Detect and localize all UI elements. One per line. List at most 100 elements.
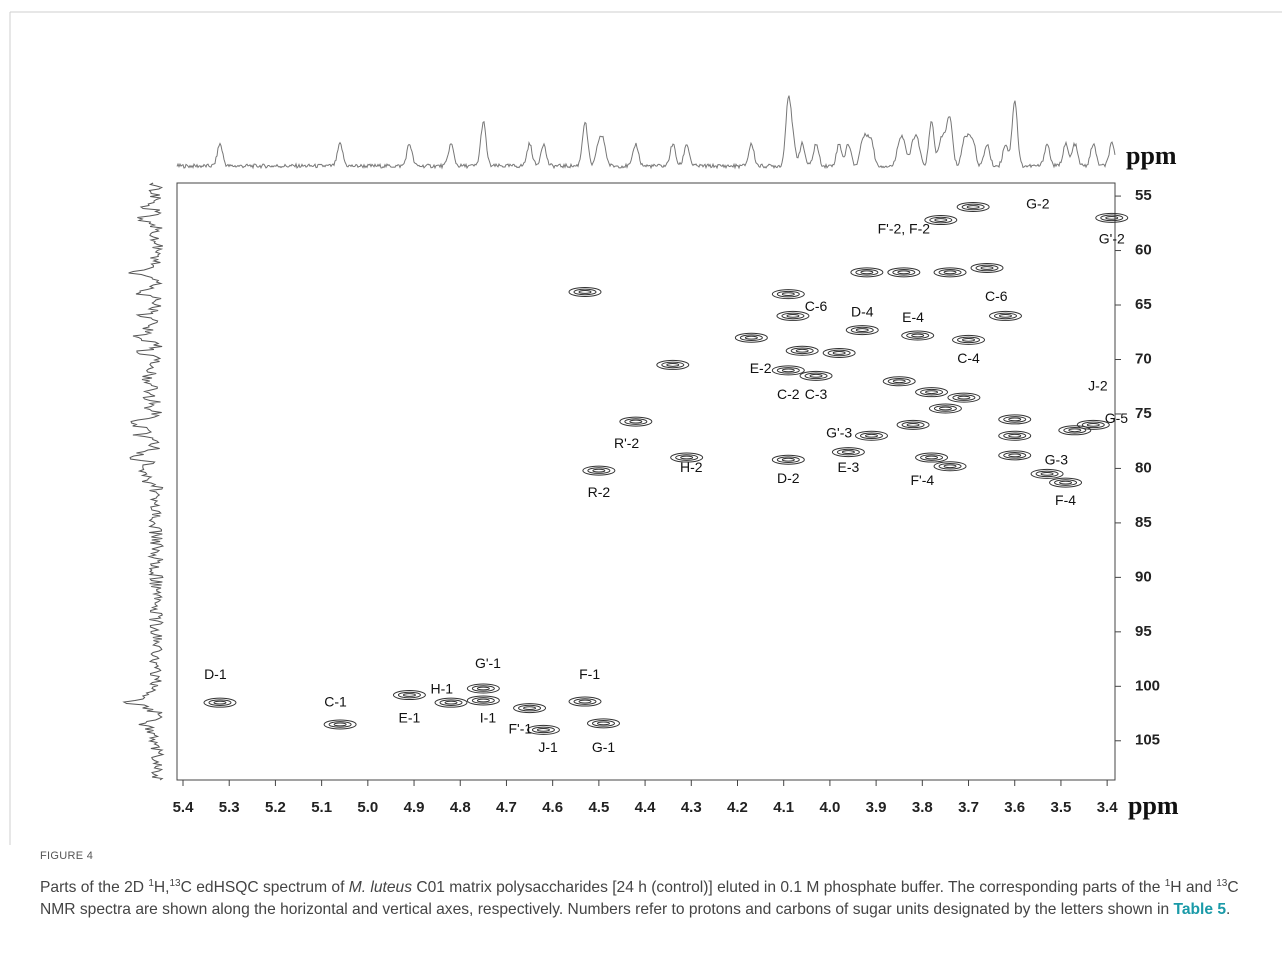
caption-text: H, [154, 879, 170, 896]
y-tick-label: 100 [1135, 677, 1160, 694]
peak-label: C-4 [957, 350, 980, 366]
cross-peak [832, 448, 864, 457]
contour [532, 727, 554, 733]
cross-peak [657, 360, 689, 369]
x-tick-label: 4.7 [496, 799, 517, 816]
contour [537, 728, 549, 731]
cross-peak [897, 420, 929, 429]
cross-peak [971, 263, 1003, 272]
cross-peak [902, 331, 934, 340]
contour [921, 389, 943, 395]
contour [519, 705, 541, 711]
contour [999, 315, 1011, 318]
cross-peak [772, 290, 804, 299]
cross-peak [989, 311, 1021, 320]
peak-label: C-2 [777, 386, 800, 402]
y-axis-label: ppm [1126, 141, 1177, 170]
contour [403, 694, 415, 697]
contour [593, 469, 605, 472]
peak-label: R'-2 [614, 435, 639, 451]
figure-label: FIGURE 4 [40, 850, 93, 862]
y-tick-label: 65 [1135, 296, 1152, 313]
peak-label: F'-2, F-2 [878, 221, 931, 237]
contour [745, 336, 757, 339]
contour [837, 449, 859, 455]
contour [777, 291, 799, 297]
contour [777, 457, 799, 463]
contour [1036, 471, 1058, 477]
cross-peak [393, 691, 425, 700]
cross-peak [953, 335, 985, 344]
contour [588, 468, 610, 474]
contour [597, 722, 609, 725]
y-tick-label: 95 [1135, 623, 1152, 640]
contour [935, 219, 947, 222]
contour [209, 700, 231, 706]
caption-text: H and [1170, 879, 1216, 896]
x-tick-label: 3.4 [1097, 799, 1119, 816]
contour [472, 698, 494, 704]
contour [888, 378, 910, 384]
cross-peak [957, 202, 989, 211]
contour [861, 271, 873, 274]
cross-peak [929, 404, 961, 413]
x-tick-label: 4.8 [450, 799, 471, 816]
contour [1004, 433, 1026, 439]
table-link[interactable]: Table 5 [1173, 901, 1226, 918]
contour [1060, 481, 1072, 484]
contour [902, 422, 924, 428]
contour [963, 338, 975, 341]
cross-peak [1031, 469, 1063, 478]
contour [930, 217, 952, 223]
y-tick-label: 55 [1135, 187, 1152, 204]
y-tick-label: 70 [1135, 350, 1152, 367]
contour [1082, 422, 1104, 428]
caption-text: . [1226, 901, 1230, 918]
x-axis-label: ppm [1128, 791, 1179, 820]
caption-text: C01 matrix polysaccharides [24 h (contro… [412, 879, 1165, 896]
cross-peak [735, 333, 767, 342]
contour [934, 406, 956, 412]
contour [630, 420, 642, 423]
contour [907, 333, 929, 339]
cross-peak [467, 696, 499, 705]
cross-peak [583, 466, 615, 475]
peak-label: F-1 [579, 666, 600, 682]
cross-peak [851, 268, 883, 277]
peak-label: C-6 [805, 298, 828, 314]
contour [574, 289, 596, 295]
contour [740, 335, 762, 341]
caption-text: Parts of the 2D [40, 879, 148, 896]
peak-label: E-1 [399, 710, 421, 726]
cross-peak [569, 287, 601, 296]
caption-text: C edHSQC spectrum of [181, 879, 349, 896]
contour [994, 313, 1016, 319]
contour [579, 291, 591, 294]
contour [962, 204, 984, 210]
peak-label: E-2 [750, 360, 772, 376]
cross-peak [934, 462, 966, 471]
contour [833, 352, 845, 355]
cross-peak [948, 393, 980, 402]
contour [842, 451, 854, 454]
proton-projection [177, 96, 1115, 168]
cross-peak [846, 326, 878, 335]
cross-peak [324, 720, 356, 729]
x-tick-label: 4.2 [727, 799, 748, 816]
x-tick-label: 5.1 [311, 799, 332, 816]
cross-peak [569, 697, 601, 706]
contour [782, 369, 794, 372]
cross-peak [514, 704, 546, 713]
cross-peak [435, 698, 467, 707]
x-tick-label: 4.0 [819, 799, 840, 816]
contour [921, 455, 943, 461]
contour [214, 701, 226, 704]
contour [667, 364, 679, 367]
peak-label: H-1 [430, 680, 453, 696]
y-tick-label: 90 [1135, 568, 1152, 585]
contour [477, 687, 489, 690]
contour [893, 380, 905, 383]
contour [805, 373, 827, 379]
caption-species: M. luteus [349, 879, 412, 896]
x-tick-label: 4.1 [773, 799, 794, 816]
